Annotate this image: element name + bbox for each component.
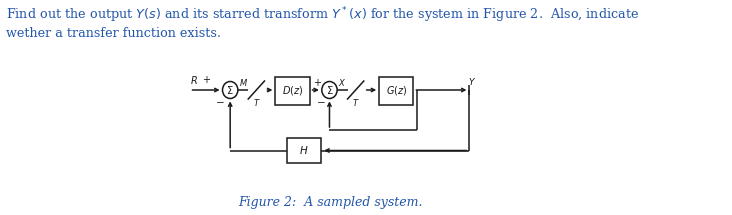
Text: $R$: $R$	[190, 74, 198, 86]
Text: $G(z)$: $G(z)$	[386, 84, 407, 97]
Text: $+$: $+$	[202, 74, 212, 85]
Text: $T$: $T$	[253, 97, 261, 108]
Text: Find out the output $Y(s)$ and its starred transform $Y^*(x)$ for the system in : Find out the output $Y(s)$ and its starr…	[7, 5, 640, 25]
Text: Figure 2:  A sampled system.: Figure 2: A sampled system.	[238, 196, 422, 209]
Text: $Y$: $Y$	[468, 76, 477, 87]
FancyBboxPatch shape	[275, 77, 310, 105]
Text: $-$: $-$	[316, 97, 326, 106]
Text: $H$: $H$	[299, 144, 309, 157]
FancyBboxPatch shape	[287, 138, 321, 163]
Text: $-$: $-$	[214, 97, 225, 106]
Text: $\Sigma$: $\Sigma$	[326, 84, 333, 96]
Text: $X$: $X$	[338, 77, 346, 88]
Text: $T$: $T$	[352, 97, 359, 108]
Text: $\Sigma$: $\Sigma$	[226, 84, 234, 96]
Text: $M$: $M$	[239, 77, 247, 88]
FancyBboxPatch shape	[379, 77, 414, 105]
Text: wether a transfer function exists.: wether a transfer function exists.	[7, 27, 221, 40]
Text: $+$: $+$	[313, 77, 322, 88]
Text: $D(z)$: $D(z)$	[282, 84, 303, 97]
